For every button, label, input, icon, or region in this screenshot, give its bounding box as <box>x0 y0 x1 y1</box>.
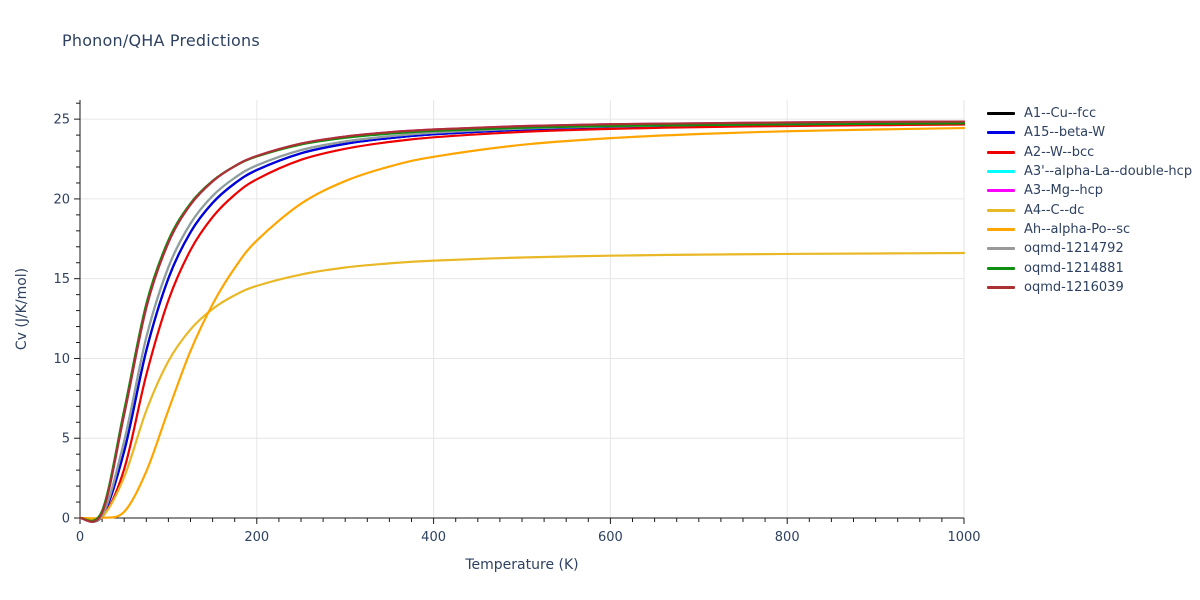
chart-title: Phonon/QHA Predictions <box>62 31 260 50</box>
legend: A1--Cu--fcc A15--beta-W A2--W--bcc A3'--alp… <box>987 104 1192 297</box>
curves-layer <box>78 120 966 523</box>
y-tick-label: 0 <box>62 512 70 527</box>
x-tick-label: 1000 <box>947 530 980 545</box>
y-tick-label: 25 <box>53 113 70 128</box>
legend-swatch <box>987 189 1015 193</box>
legend-item: oqmd-1216039 <box>987 278 1192 297</box>
legend-item: A1--Cu--fcc <box>987 104 1192 123</box>
series-line-A1--Cu--fcc <box>78 122 966 523</box>
legend-label: oqmd-1214881 <box>1024 260 1124 276</box>
legend-label: A4--C--dc <box>1024 202 1085 218</box>
legend-item: A15--beta-W <box>987 123 1192 142</box>
x-tick-label: 200 <box>244 530 269 545</box>
legend-swatch <box>987 112 1015 116</box>
y-tick-label: 15 <box>53 272 70 287</box>
series-line-A2--W--bcc <box>78 123 966 523</box>
axes-layer: 0 200 400 600 800 1000 0 5 10 15 20 25 <box>53 100 981 545</box>
legend-swatch <box>987 266 1015 270</box>
legend-label: A3--Mg--hcp <box>1024 183 1104 199</box>
legend-item: oqmd-1214881 <box>987 258 1192 277</box>
legend-label: A1--Cu--fcc <box>1024 106 1097 122</box>
legend-item: A4--C--dc <box>987 200 1192 219</box>
legend-swatch <box>987 150 1015 154</box>
y-axis-label: Cv (J/K/mol) <box>14 268 30 350</box>
legend-item: Ah--alpha-Po--sc <box>987 220 1192 239</box>
series-line-oqmd-1216039 <box>78 120 966 523</box>
legend-item: oqmd-1214792 <box>987 239 1192 258</box>
legend-swatch <box>987 170 1015 174</box>
legend-label: oqmd-1216039 <box>1024 279 1124 295</box>
legend-swatch <box>987 208 1015 212</box>
y-tick-label: 10 <box>53 352 70 367</box>
x-axis-label: Temperature (K) <box>464 557 578 573</box>
x-tick-label: 400 <box>421 530 446 545</box>
legend-label: A2--W--bcc <box>1024 144 1095 160</box>
legend-swatch <box>987 285 1015 289</box>
legend-item: A3--Mg--hcp <box>987 181 1192 200</box>
series-line-oqmd-1214881 <box>78 122 966 522</box>
legend-item: A2--W--bcc <box>987 143 1192 162</box>
legend-label: oqmd-1214792 <box>1024 241 1124 257</box>
series-line-A15--beta-W <box>78 122 966 523</box>
x-tick-label: 800 <box>775 530 800 545</box>
legend-item: A3'--alpha-La--double-hcp <box>987 162 1192 181</box>
x-tick-label: 600 <box>598 530 623 545</box>
y-tick-label: 20 <box>53 192 70 207</box>
legend-swatch <box>987 131 1015 135</box>
legend-label: Ah--alpha-Po--sc <box>1024 221 1131 237</box>
y-tick-label: 5 <box>62 432 70 447</box>
legend-label: A3'--alpha-La--double-hcp <box>1024 164 1193 180</box>
x-tick-label: 0 <box>76 530 84 545</box>
series-line-Ah--alpha-Po--sc <box>78 126 966 520</box>
legend-label: A15--beta-W <box>1024 125 1106 141</box>
legend-swatch <box>987 227 1015 231</box>
legend-swatch <box>987 247 1015 251</box>
series-line-A4--C--dc <box>78 251 966 522</box>
